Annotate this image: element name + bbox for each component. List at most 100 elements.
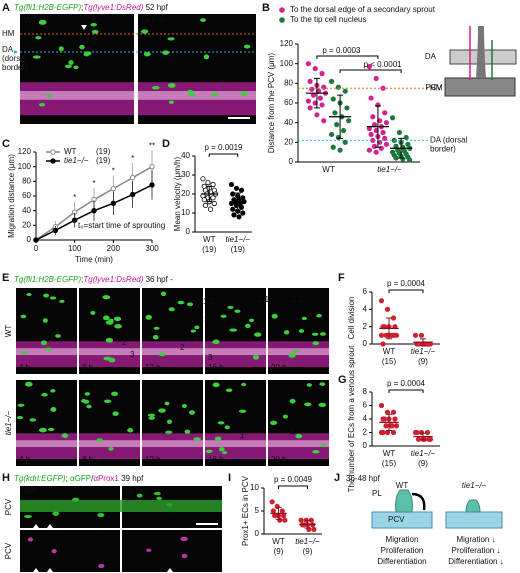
nucleus (165, 430, 173, 434)
data-point (382, 135, 388, 141)
nucleus (44, 347, 53, 351)
nucleus (90, 23, 97, 27)
x-tick-label: tie1−/− (411, 449, 436, 458)
data-point (110, 200, 117, 207)
panel-title-part: ; (81, 275, 83, 284)
data-point (330, 144, 336, 150)
data-point (33, 237, 39, 243)
data-point (382, 110, 388, 116)
y-tick-label: 80 (22, 176, 31, 185)
cell-label: 2 (122, 338, 127, 347)
cell-label: 3 (208, 353, 213, 362)
da-arrow (14, 50, 18, 54)
nucleus (58, 46, 64, 52)
data-point (238, 204, 245, 210)
y-axis-label: Distance from the PCV (μm) (267, 53, 276, 154)
x-tick-label: 0 (34, 244, 39, 253)
data-point (201, 197, 207, 203)
pl-arrow (81, 25, 87, 30)
panel-title-part: 36 hpf - (143, 275, 173, 284)
data-point (305, 98, 311, 104)
time-label: 16 h (208, 363, 224, 372)
outcome-label: Proliferation (381, 546, 424, 555)
y-tick-label: 0 (186, 227, 191, 236)
nucleus (38, 103, 46, 107)
nucleus (160, 291, 167, 297)
nucleus (42, 318, 48, 323)
panel-title-part: 39 hpf (119, 474, 144, 483)
y-tick-label: 20 (22, 220, 31, 229)
nucleus (108, 357, 116, 363)
y-tick-label: 60 (284, 98, 293, 107)
y-tick-label: 0 (289, 157, 294, 166)
nucleus (82, 399, 90, 404)
data-point (380, 429, 386, 436)
nucleus (181, 404, 187, 409)
cell-label: 1 (290, 427, 295, 436)
y-axis-label: Mean velocity (μm/h) (173, 156, 182, 231)
panel-title-part: Tg(fli1:H2B-EGFP) (14, 3, 81, 12)
nucleus (79, 44, 85, 50)
significance-bracket (316, 55, 379, 59)
nucleus (320, 443, 327, 448)
y-tick-label: 100 (18, 162, 32, 171)
data-point (384, 306, 391, 312)
nucleus (68, 60, 74, 65)
nucleus (20, 314, 27, 319)
nucleus (312, 450, 320, 454)
n-label: (15) (382, 357, 397, 366)
p-value: p < 0.0001 (364, 60, 403, 69)
data-point (342, 139, 348, 145)
data-point (414, 429, 420, 436)
nucleus (158, 408, 166, 413)
data-point (389, 423, 395, 429)
nucleus (86, 404, 92, 409)
micrograph (20, 530, 120, 572)
p-value: p = 0.0049 (274, 475, 313, 484)
data-point (378, 402, 385, 409)
data-point (344, 105, 350, 111)
significance-bracket (388, 389, 424, 393)
nucleus (153, 326, 160, 330)
n-label: (9) (418, 357, 428, 366)
pcv-label: PCV (4, 542, 13, 559)
data-point (328, 131, 335, 138)
nucleus (55, 334, 61, 338)
nucleus (190, 329, 197, 333)
nucleus (91, 29, 99, 34)
genotype-label: tie1−/− (462, 481, 487, 490)
nucleus (188, 410, 196, 415)
p-value: p = 0.0004 (387, 279, 426, 288)
panel-title-part: Tg(lyve1:DsRed) (83, 275, 143, 284)
nucleus (141, 29, 149, 34)
nucleus (211, 92, 218, 97)
panel-label: A (2, 2, 10, 14)
nucleus (152, 335, 159, 340)
panel-label: G (338, 374, 347, 386)
data-point (389, 115, 396, 121)
data-point (236, 214, 242, 220)
data-point (371, 143, 378, 149)
nucleus (304, 402, 312, 407)
significance-mark: * (73, 193, 76, 202)
nucleus (214, 436, 222, 441)
vessel (445, 511, 503, 529)
data-point (378, 145, 384, 151)
data-point (202, 202, 209, 208)
nucleus (59, 299, 65, 303)
y-tick-label: 40 (284, 118, 293, 127)
nucleus (188, 92, 196, 97)
y-tick-label: 20 (284, 137, 293, 146)
nucleus (168, 100, 174, 105)
x-tick-label: WT (322, 165, 335, 174)
n-label: (9) (274, 547, 284, 556)
vessel-core (16, 440, 77, 448)
pcv-label: PCV (4, 498, 13, 515)
data-point (424, 429, 431, 436)
nucleus (229, 328, 238, 332)
nucleus (224, 425, 230, 430)
p-value: p = 0.0003 (322, 46, 361, 55)
panel-label: E (2, 272, 9, 284)
panel-label: H (2, 472, 10, 484)
nucleus (301, 316, 307, 321)
